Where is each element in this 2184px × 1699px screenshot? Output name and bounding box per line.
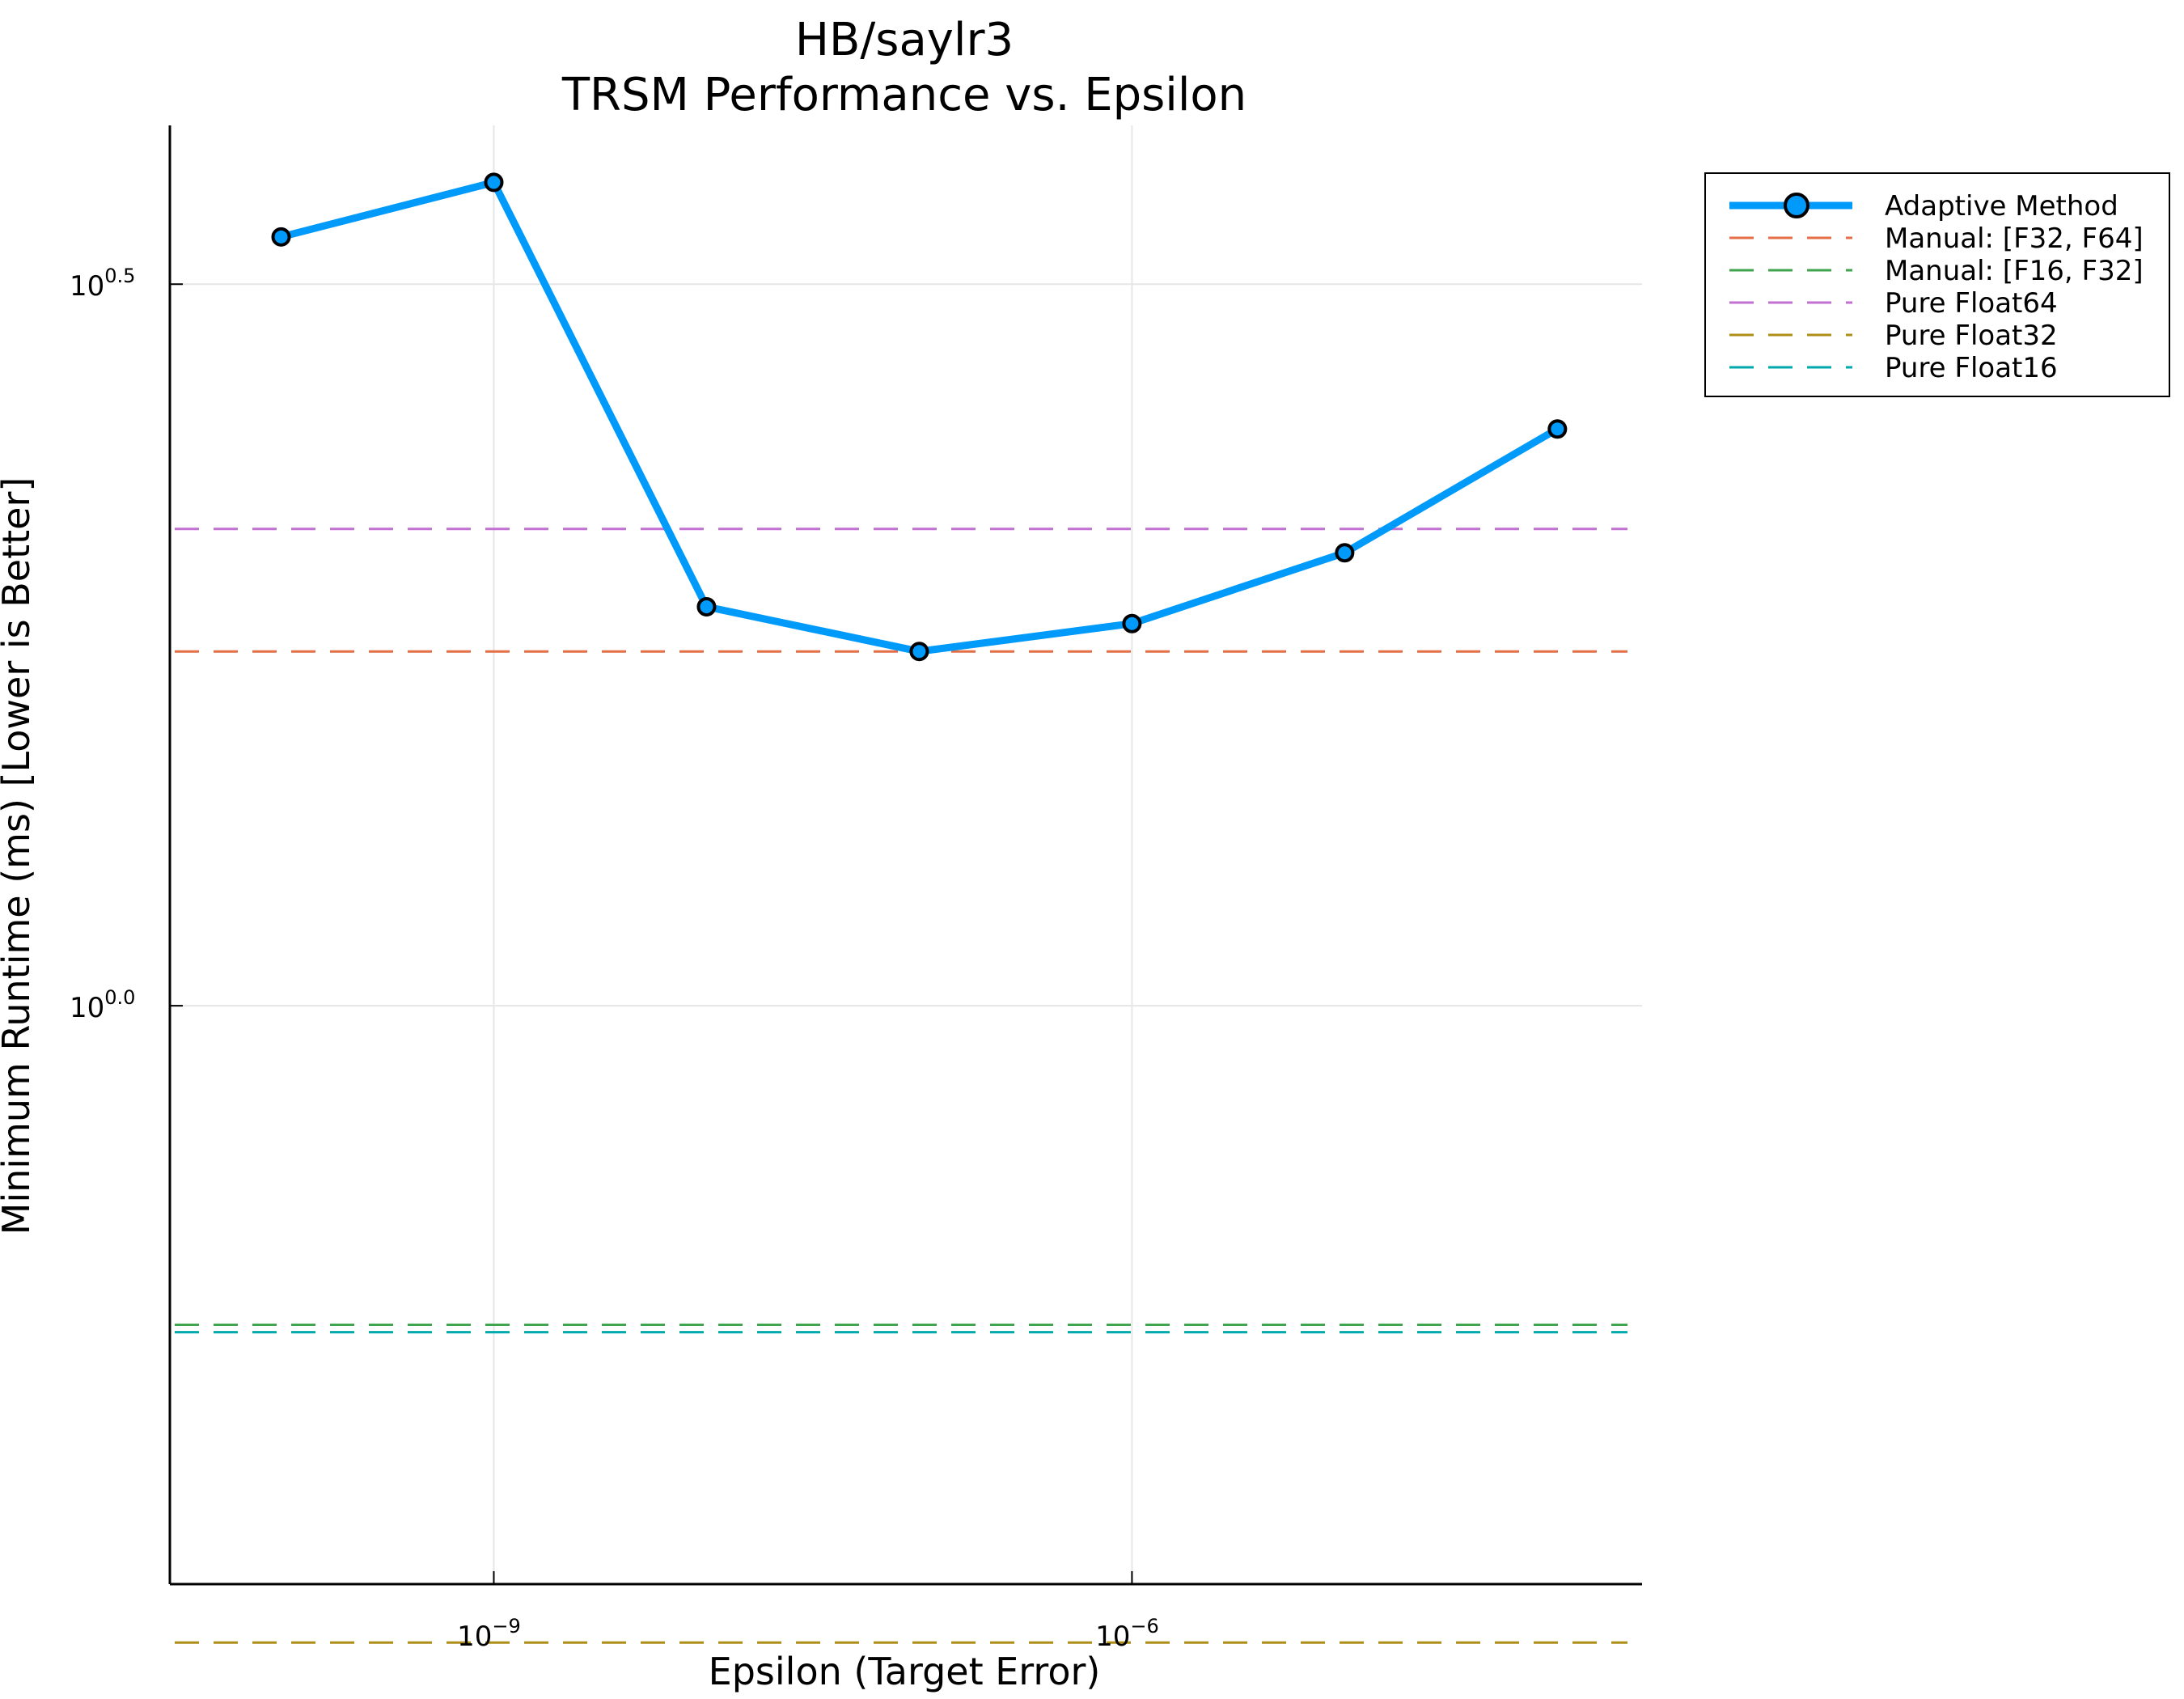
series-layer <box>175 172 1627 1644</box>
x-tick-label: 10−6 <box>1095 1615 1159 1653</box>
tick-labels: 10−9 10−6 100.5 100.0 <box>70 265 1159 1653</box>
grid <box>170 125 1642 1584</box>
adaptive-point <box>1547 419 1568 439</box>
adaptive-point <box>1335 543 1355 563</box>
legend-label-0: Adaptive Method <box>1885 190 2118 222</box>
legend-label-2: Manual: [F16, F32] <box>1885 255 2144 287</box>
legend-label-3: Pure Float64 <box>1885 287 2058 320</box>
legend-label-1: Manual: [F32, F64] <box>1885 222 2144 255</box>
adaptive-line <box>280 178 1560 655</box>
axes <box>168 125 1642 1586</box>
adaptive-point <box>1122 613 1142 633</box>
legend-box <box>1704 172 2170 397</box>
y-tick-label: 100.0 <box>70 986 135 1024</box>
chart-subtitle: TRSM Performance vs. Epsilon <box>561 69 1246 121</box>
y-axis-label: Minimum Runtime (ms) [Lower is Better] <box>0 477 38 1235</box>
y-tick-label: 100.5 <box>70 265 135 303</box>
adaptive-point <box>484 172 504 193</box>
legend-marker-0 <box>1784 193 1809 218</box>
legend-label-4: Pure Float32 <box>1885 320 2058 352</box>
adaptive-point <box>696 596 717 616</box>
chart-title: HB/saylr3 <box>795 14 1014 66</box>
x-axis-label: Epsilon (Target Error) <box>709 1650 1101 1693</box>
legend-label-5: Pure Float16 <box>1885 352 2058 384</box>
adaptive-point <box>909 642 929 662</box>
adaptive-point <box>271 227 291 247</box>
x-tick-label: 10−9 <box>457 1615 521 1653</box>
